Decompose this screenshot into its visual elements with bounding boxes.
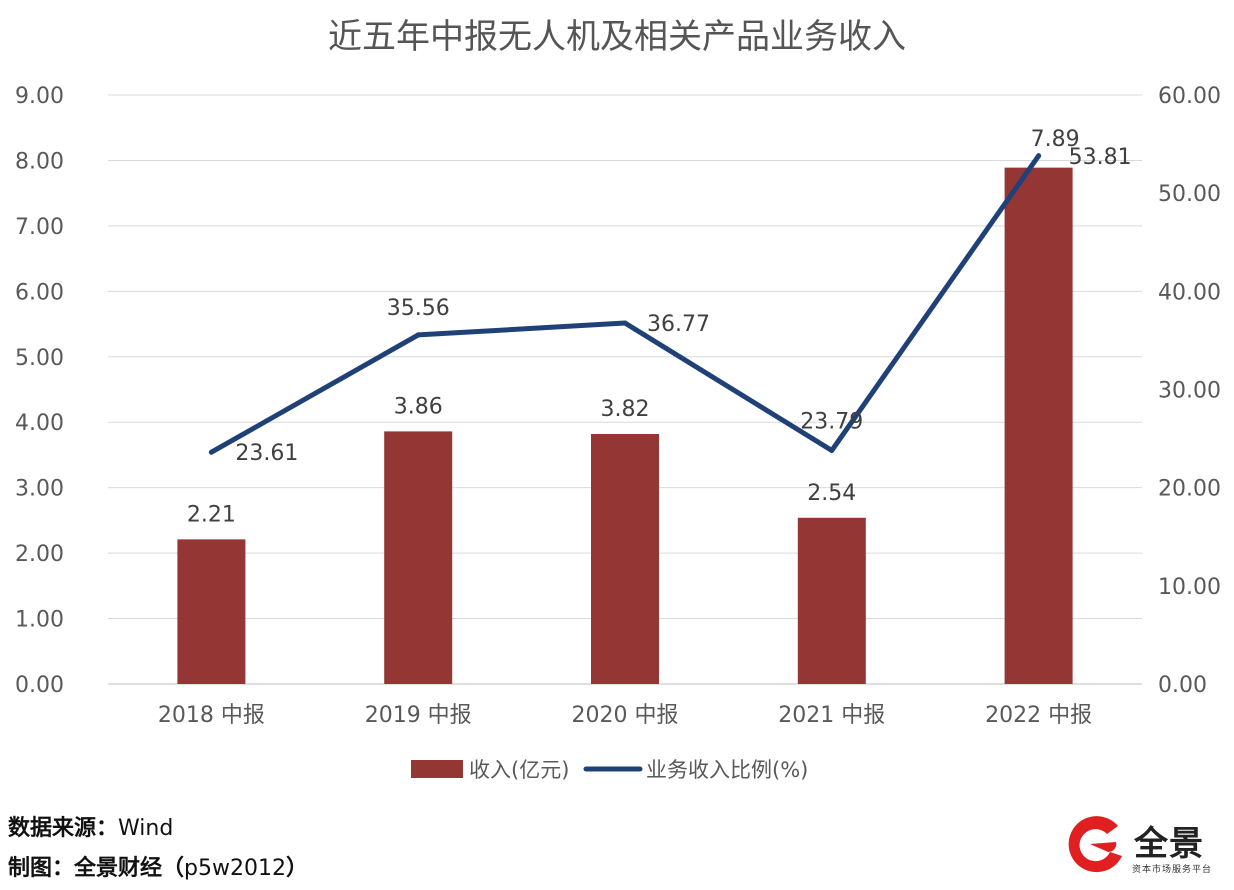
maker-close: ） <box>285 856 308 881</box>
legend: 收入(亿元) 业务收入比例(%) <box>411 758 808 782</box>
left-tick-label: 2.00 <box>15 542 64 567</box>
bar <box>177 539 246 684</box>
right-tick-label: 20.00 <box>1158 477 1221 502</box>
line-value-label: 36.77 <box>647 312 710 337</box>
left-tick-label: 3.00 <box>15 477 64 502</box>
line-data-labels: 23.61 35.56 36.77 23.79 53.81 <box>235 145 1131 466</box>
line-value-label: 23.79 <box>800 409 863 434</box>
x-tick-label: 2020 中报 <box>572 703 679 728</box>
logo-tagline: 资本市场服务平台 <box>1132 865 1213 875</box>
bar-value-label: 3.86 <box>394 394 443 419</box>
line-value-label: 35.56 <box>387 296 450 321</box>
x-tick-label: 2021 中报 <box>778 703 885 728</box>
bar-value-label: 2.21 <box>187 502 236 527</box>
logo-name: 全景 <box>1134 824 1204 864</box>
line-value-label: 53.81 <box>1069 145 1132 170</box>
right-tick-label: 60.00 <box>1158 84 1221 109</box>
right-tick-label: 10.00 <box>1158 575 1221 600</box>
right-tick-label: 30.00 <box>1158 379 1221 404</box>
bar <box>384 431 453 684</box>
source-note: 数据来源：Wind <box>8 810 173 842</box>
line-point <box>622 320 628 326</box>
source-value: Wind <box>118 816 174 841</box>
left-tick-label: 5.00 <box>15 346 64 371</box>
left-tick-label: 6.00 <box>15 280 64 305</box>
line-value-label: 23.61 <box>235 441 298 466</box>
line-point <box>208 449 214 455</box>
line-point <box>415 332 421 338</box>
x-tick-label: 2018 中报 <box>158 703 265 728</box>
chart: 近五年中报无人机及相关产品业务收入 0.00 1.00 2.00 3.00 4.00 5.… <box>15 17 1221 782</box>
bar-series <box>177 167 1073 685</box>
bar <box>591 434 659 684</box>
left-tick-label: 0.00 <box>15 673 64 698</box>
right-tick-label: 50.00 <box>1158 182 1221 207</box>
bar-value-label: 3.82 <box>601 397 650 422</box>
left-tick-label: 9.00 <box>15 84 64 109</box>
line-series <box>208 153 1042 455</box>
right-axis: 0.00 10.00 20.00 30.00 40.00 50.00 60.00 <box>1158 84 1221 698</box>
logo-mark-icon <box>1068 816 1122 873</box>
x-tick-label: 2022 中报 <box>985 703 1092 728</box>
legend-swatch-bar <box>411 760 463 778</box>
left-tick-label: 1.00 <box>15 608 64 633</box>
line-point <box>1036 153 1042 159</box>
bar <box>1004 167 1073 685</box>
bar-value-label: 7.89 <box>1031 127 1080 152</box>
maker-value: p5w2012 <box>184 856 286 881</box>
brand-logo: 全景 资本市场服务平台 <box>1060 812 1220 878</box>
bar-value-label: 2.54 <box>807 481 856 506</box>
bar <box>797 517 866 684</box>
left-tick-label: 7.00 <box>15 215 64 240</box>
maker-label: 制图：全景财经（ <box>8 856 185 881</box>
legend-label: 业务收入比例(%) <box>646 758 808 782</box>
legend-label: 收入(亿元) <box>469 758 569 782</box>
x-tick-label: 2019 中报 <box>365 703 472 728</box>
x-axis: 2018 中报 2019 中报 2020 中报 2021 中报 2022 中报 <box>158 703 1092 728</box>
left-tick-label: 8.00 <box>15 149 64 174</box>
grid-lines <box>108 94 1142 685</box>
right-tick-label: 0.00 <box>1158 673 1207 698</box>
chart-title: 近五年中报无人机及相关产品业务收入 <box>328 17 906 57</box>
bar-data-labels: 2.21 3.86 3.82 2.54 7.89 <box>187 127 1080 527</box>
maker-note: 制图：全景财经（p5w2012） <box>8 850 308 882</box>
source-label: 数据来源： <box>8 816 119 841</box>
line-point <box>829 447 835 453</box>
left-axis: 0.00 1.00 2.00 3.00 4.00 5.00 6.00 7.00 8.00 9.00 <box>15 84 64 698</box>
right-tick-label: 40.00 <box>1158 280 1221 305</box>
left-tick-label: 4.00 <box>15 411 64 436</box>
